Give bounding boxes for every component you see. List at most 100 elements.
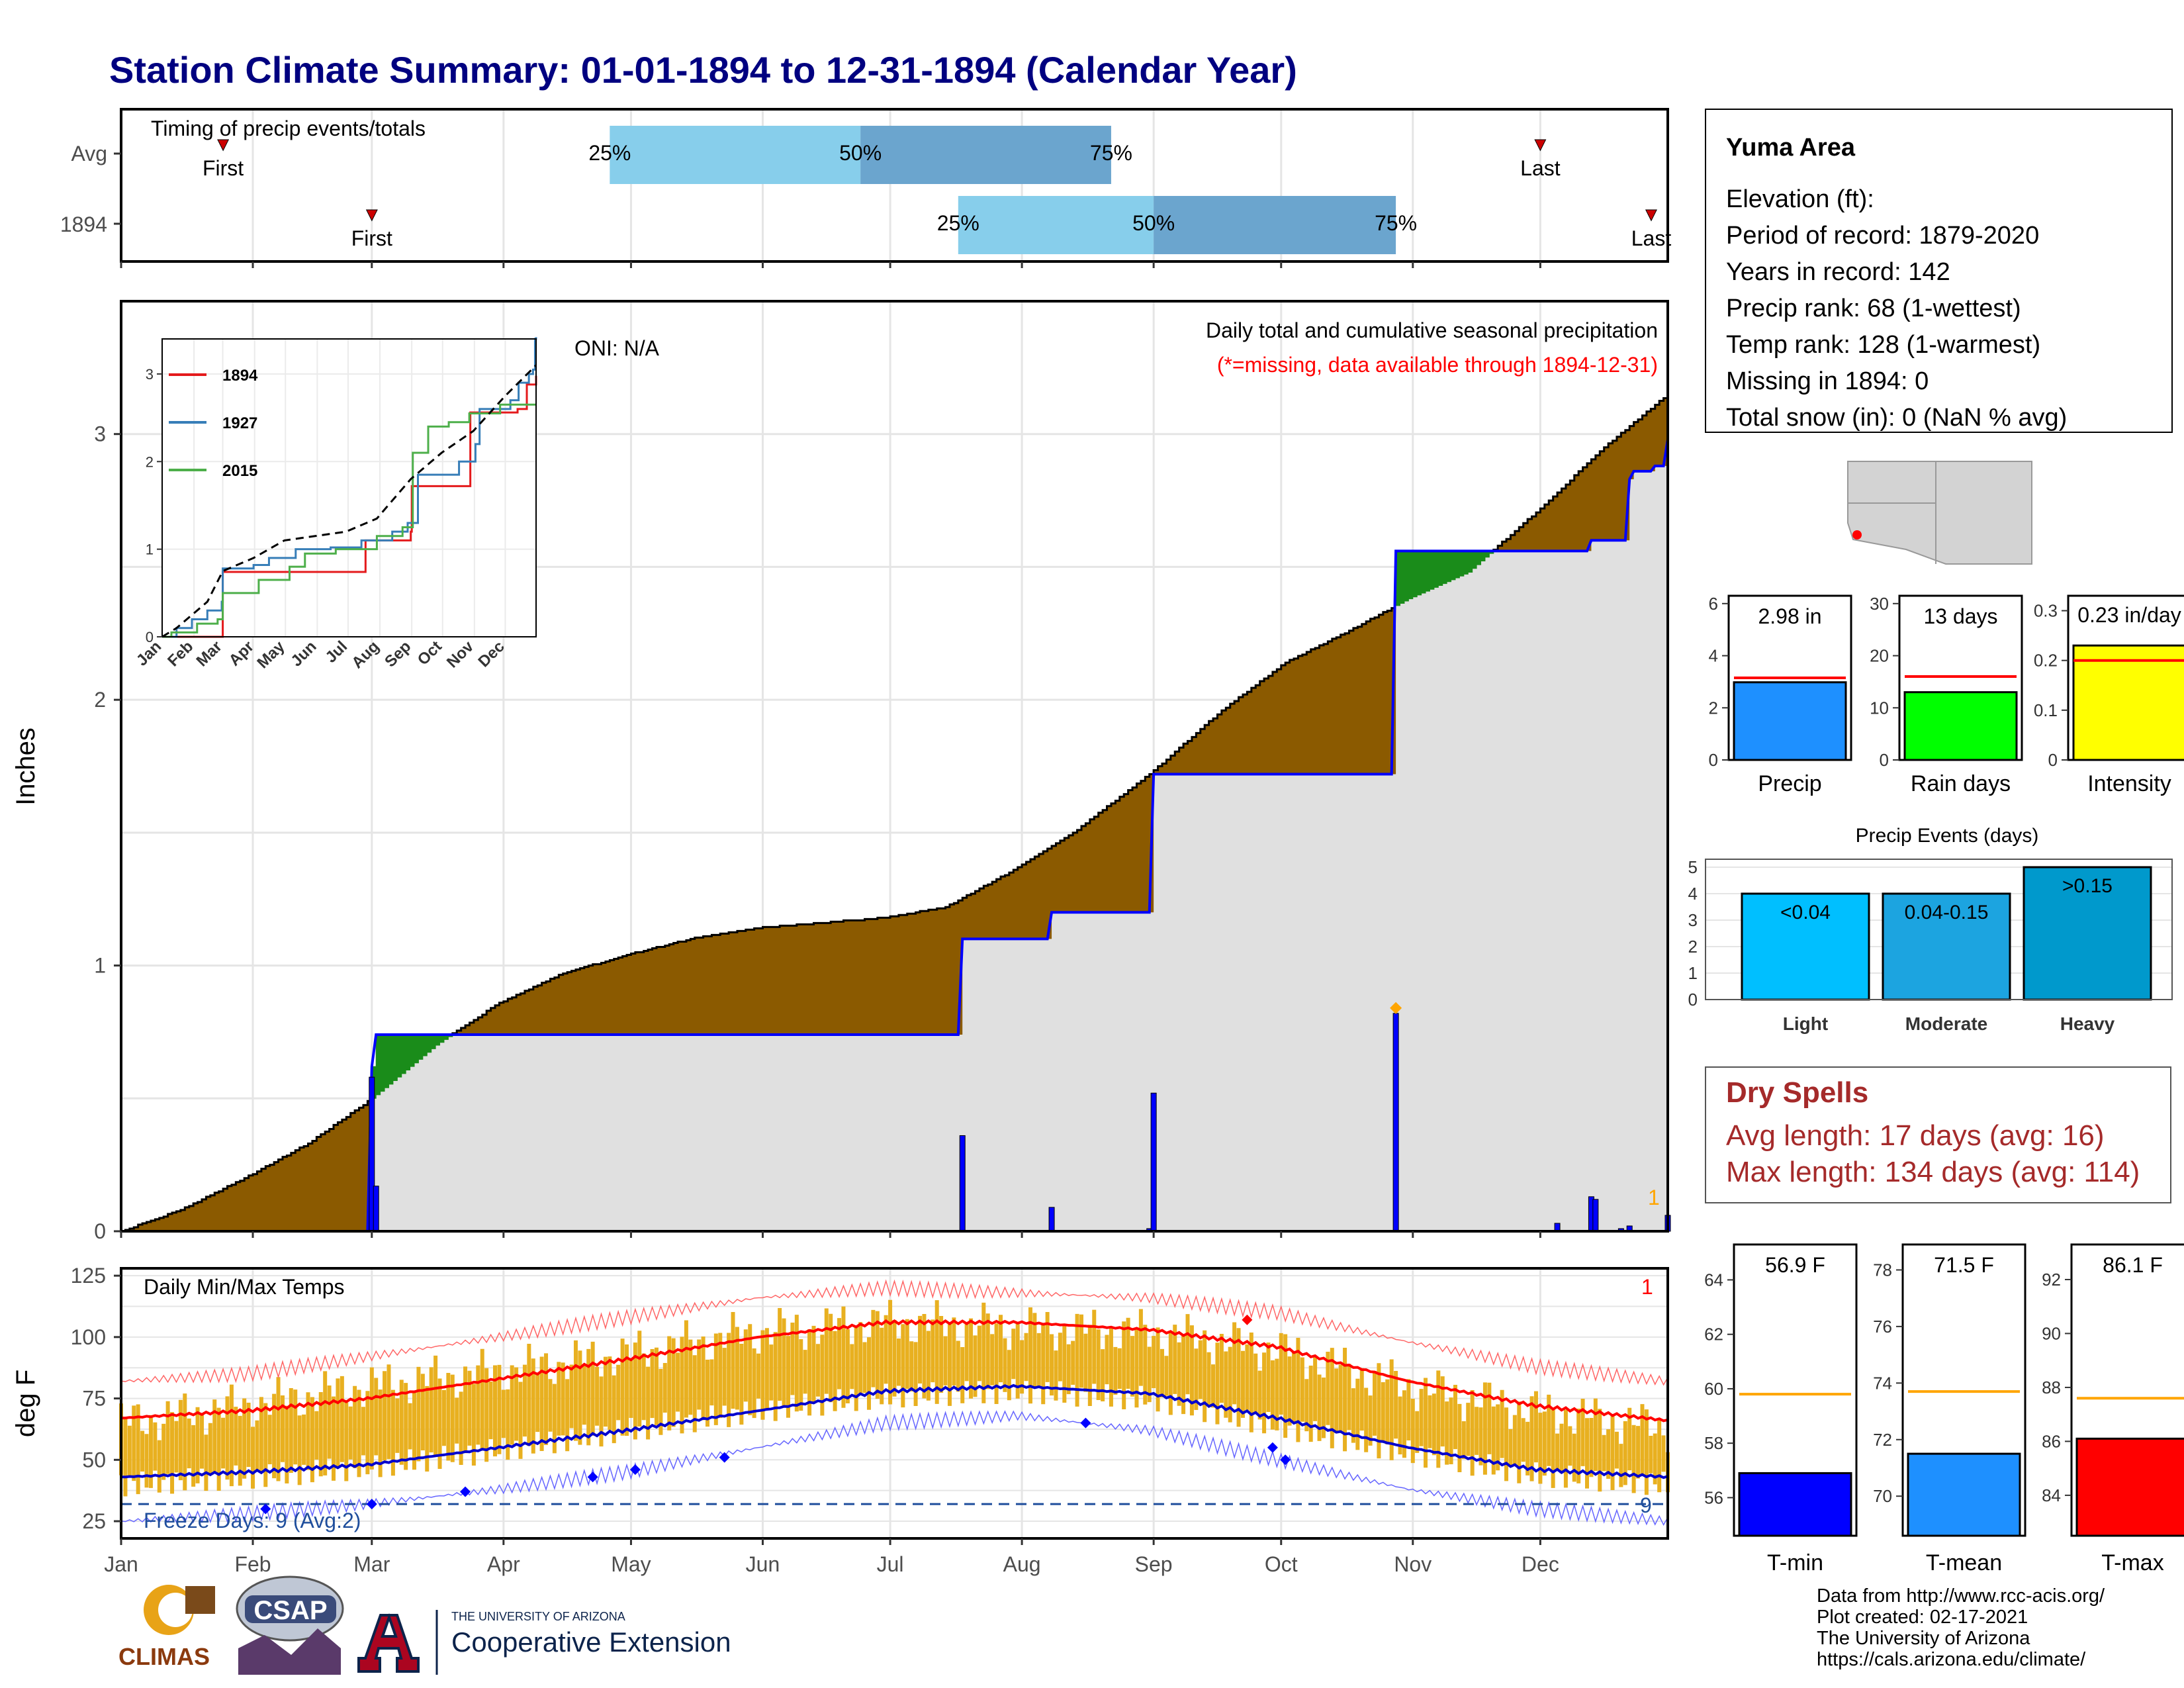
temp-panel: deg F 25 50 75 100 125 Jan Feb Mar Apr May Jun Jul… <box>11 1264 1670 1576</box>
station-line: Total snow (in): 0 (NaN % avg) <box>1726 404 2067 432</box>
freeze-count: 9 <box>1640 1493 1652 1517</box>
y-tick-label: 0.1 <box>2034 700 2058 720</box>
dry-spells-title: Dry Spells <box>1726 1076 1868 1109</box>
max-precip-marker <box>1390 1002 1402 1014</box>
y-tick-label: 78 <box>1873 1260 1892 1280</box>
month-label: Dec <box>1522 1552 1559 1576</box>
y-tick-label: 0 <box>1709 750 1718 770</box>
y-tick-label: 4 <box>1709 646 1718 666</box>
y-tick-label: 72 <box>1873 1430 1892 1450</box>
daily-precip-bar <box>1048 1207 1055 1232</box>
panel-label: Precip <box>1758 771 1821 796</box>
value-label: 86.1 F <box>2103 1253 2163 1277</box>
record-max-line <box>120 1279 1668 1386</box>
event-value-label: 0.04-0.15 <box>1905 902 1989 923</box>
y-tick-label: 6 <box>1709 594 1718 614</box>
precip-totals-panel: 2.98 in 0 2 4 6 Precip 13 days 0 10 20 30 Rain days… <box>1709 594 2184 796</box>
ua-small-text: THE UNIVERSITY OF ARIZONA <box>451 1610 625 1623</box>
daily-precip-bar <box>1592 1199 1599 1232</box>
month-label: Jan <box>104 1552 138 1576</box>
value-bar <box>1733 681 1847 761</box>
value-label: 13 days <box>1923 604 1997 628</box>
daily-precip-bar <box>959 1135 966 1232</box>
state-map-shape <box>1847 461 2032 565</box>
daily-precip-bar <box>1150 1092 1157 1232</box>
legend-label: 2015 <box>222 462 257 480</box>
month-label: Nov <box>1394 1552 1432 1576</box>
event-bar <box>1741 892 1870 1001</box>
inset-avg-line <box>161 364 537 638</box>
temp-ylabel: deg F <box>11 1370 40 1437</box>
record-low-marker <box>1280 1454 1291 1466</box>
value-label: 2.98 in <box>1758 604 1821 628</box>
record-low-marker <box>587 1472 598 1483</box>
inset-series-line <box>162 375 537 638</box>
y-tick-label: 64 <box>1704 1270 1723 1289</box>
precip-ylabel: Inches <box>11 727 40 806</box>
quartile-bar-low <box>610 126 861 184</box>
panel-label: T-mean <box>1926 1550 2002 1575</box>
event-bar <box>2023 866 2152 1001</box>
y-tick-label: 56 <box>1704 1487 1723 1507</box>
dry-spells-box: Dry Spells Avg length: 17 days (avg: 16)… <box>1705 1066 2171 1203</box>
y-tick-label: 86 <box>2042 1431 2061 1451</box>
climas-logo: CLIMAS <box>118 1585 215 1670</box>
ua-large-text: Cooperative Extension <box>451 1626 731 1658</box>
month-label: Jul <box>877 1552 904 1576</box>
y-tick-label: 4 <box>1688 884 1698 904</box>
y-tick-label: 0.2 <box>2034 651 2058 671</box>
inset-y-tick-label: 3 <box>146 366 154 383</box>
value-bar <box>2072 644 2184 761</box>
station-line: Temp rank: 128 (1-warmest) <box>1726 331 2040 359</box>
month-label: Oct <box>1265 1552 1298 1576</box>
panel-label: Intensity <box>2087 771 2171 796</box>
month-label: Feb <box>234 1552 271 1576</box>
record-high-marker <box>1242 1314 1253 1325</box>
last-label: Last <box>1520 156 1561 180</box>
percent-label: 25% <box>937 211 979 235</box>
y-tick-label: 1 <box>94 954 106 978</box>
y-tick-label: 0.3 <box>2034 601 2058 621</box>
y-tick-label: 75 <box>82 1387 106 1411</box>
y-tick-label: 90 <box>2042 1323 2061 1343</box>
inset-series-line <box>162 403 536 638</box>
inset-y-tick-label: 1 <box>146 541 154 558</box>
value-bar <box>1907 1452 2021 1537</box>
avg-max-line <box>120 1319 1668 1423</box>
month-label: Apr <box>487 1552 520 1576</box>
record-low-marker <box>1267 1442 1278 1453</box>
y-tick-label: 62 <box>1704 1325 1723 1344</box>
legend-label: 1927 <box>222 414 257 432</box>
event-category-label: Heavy <box>2060 1013 2115 1034</box>
y-tick-label: 88 <box>2042 1378 2061 1397</box>
credit-line: https://cals.arizona.edu/climate/ <box>1817 1649 2086 1670</box>
y-tick-label: 60 <box>1704 1379 1723 1399</box>
station-line: Years in record: 142 <box>1726 258 1950 286</box>
y-tick-label: 50 <box>82 1448 106 1472</box>
value-label: 71.5 F <box>1934 1253 1994 1277</box>
precip-panel: Inches 0 1 2 3 Daily total and cumulative s… <box>11 300 1671 1243</box>
y-tick-label: 25 <box>82 1509 106 1533</box>
quartile-bar-low <box>958 196 1154 254</box>
timing-row-label-avg: Avg <box>71 142 107 165</box>
temp-title: Daily Min/Max Temps <box>144 1275 344 1299</box>
record-low-marker <box>629 1464 641 1476</box>
y-tick-label: 30 <box>1870 594 1889 614</box>
record-low-marker <box>460 1486 471 1497</box>
month-label: Sep <box>1135 1552 1173 1576</box>
temp-missing-count: 1 <box>1641 1275 1653 1299</box>
last-marker-icon: ▼ <box>1642 204 1661 224</box>
station-line: Period of record: 1879-2020 <box>1726 222 2039 250</box>
event-bar <box>1882 892 2011 1001</box>
y-tick-label: 1 <box>1688 963 1698 983</box>
month-label: Mar <box>353 1552 390 1576</box>
y-tick-label: 0 <box>94 1219 106 1243</box>
precip-events-panel: Precip Events (days) <0.04 Light 0.04-0.15… <box>1688 825 2173 1034</box>
inset-y-tick-label: 0 <box>146 629 154 645</box>
location-map <box>1847 461 2032 565</box>
y-tick-label: 125 <box>71 1264 106 1288</box>
credit-line: Plot created: 02-17-2021 <box>1817 1607 2028 1628</box>
y-tick-label: 5 <box>1688 857 1698 877</box>
y-tick-label: 76 <box>1873 1317 1892 1336</box>
